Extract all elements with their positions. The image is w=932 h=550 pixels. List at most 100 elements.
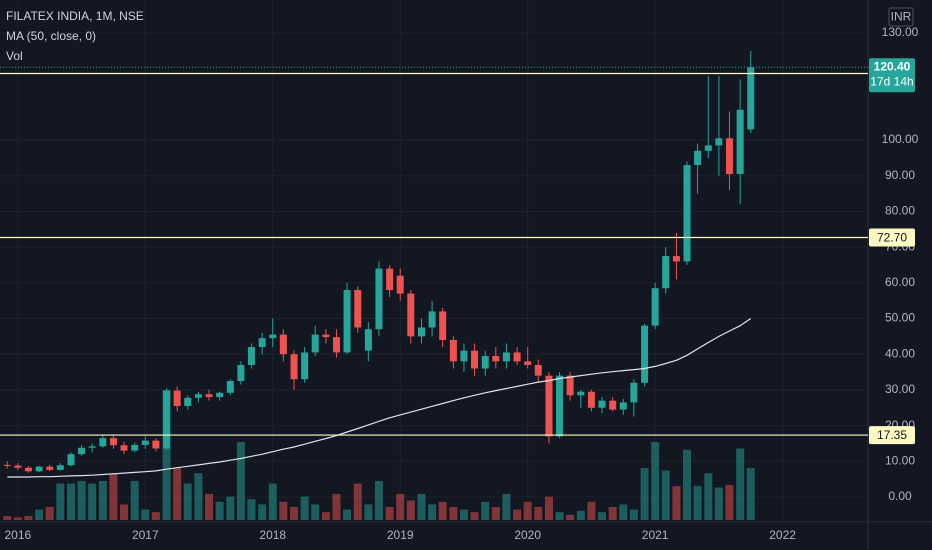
currency: INR bbox=[891, 10, 912, 24]
candle-body bbox=[14, 465, 22, 468]
volume-bar bbox=[566, 514, 575, 520]
volume-bar bbox=[173, 468, 182, 520]
candle-body bbox=[534, 364, 542, 376]
candle-body bbox=[120, 445, 128, 451]
candle-body bbox=[99, 438, 107, 447]
candle-body bbox=[587, 391, 595, 408]
candle-body bbox=[736, 109, 744, 174]
candle-body bbox=[322, 334, 330, 338]
candle-body bbox=[641, 325, 649, 383]
candle-body bbox=[216, 392, 224, 398]
candle-body bbox=[35, 466, 43, 472]
level-label: 17.35 bbox=[877, 428, 907, 442]
candle-body bbox=[418, 327, 426, 337]
volume-bar bbox=[35, 509, 44, 520]
volume-bar bbox=[725, 484, 734, 520]
chart-title: FILATEX INDIA, 1M, NSE bbox=[6, 9, 144, 23]
candle-body bbox=[609, 400, 617, 410]
volume-bar bbox=[714, 487, 723, 520]
indicator-label: MA (50, close, 0) bbox=[6, 29, 96, 43]
volume-bar bbox=[438, 501, 447, 520]
volume-bar bbox=[406, 500, 415, 520]
candle-body bbox=[651, 288, 659, 326]
candle-body bbox=[56, 465, 64, 470]
candle-body bbox=[24, 467, 32, 472]
volume-bar bbox=[672, 486, 681, 520]
volume-bar bbox=[587, 501, 596, 520]
volume-bar bbox=[523, 501, 532, 520]
x-tick-label: 2017 bbox=[132, 528, 159, 542]
volume-bar bbox=[56, 483, 65, 520]
candle-body bbox=[545, 375, 553, 437]
volume-bar bbox=[141, 509, 150, 520]
candle-body bbox=[78, 447, 86, 455]
volume-bar bbox=[364, 504, 373, 520]
moving-average bbox=[7, 318, 752, 478]
volume-bar bbox=[77, 481, 86, 520]
y-tick-label: 50.00 bbox=[885, 311, 915, 325]
candle-body bbox=[3, 464, 11, 466]
volume-bar bbox=[343, 509, 352, 520]
candle-body bbox=[386, 268, 394, 290]
volume-bar bbox=[321, 512, 330, 520]
x-tick-label: 2021 bbox=[642, 528, 669, 542]
y-tick-label: 90.00 bbox=[885, 168, 915, 182]
volume-bar bbox=[258, 504, 267, 520]
candle-body bbox=[502, 352, 510, 362]
candle-body bbox=[715, 138, 723, 146]
candle-body bbox=[131, 444, 139, 451]
volume-bar bbox=[13, 517, 22, 520]
volume-bar bbox=[704, 473, 713, 520]
volume-bar bbox=[470, 512, 479, 520]
candle-body bbox=[109, 438, 117, 446]
volume-bar bbox=[162, 390, 171, 520]
candle-body bbox=[375, 268, 383, 330]
candle-body bbox=[577, 391, 585, 396]
currency-box bbox=[888, 7, 914, 27]
volume-bar bbox=[268, 483, 277, 520]
volume-bar bbox=[332, 494, 341, 520]
candle-body bbox=[237, 364, 245, 381]
candle-body bbox=[46, 466, 54, 470]
candle-body bbox=[481, 356, 489, 369]
candle-body bbox=[354, 289, 362, 328]
y-tick-label: 10.00 bbox=[885, 453, 915, 467]
last-price-label: 120.40 bbox=[874, 59, 911, 73]
y-tick-label: 130.00 bbox=[882, 25, 919, 39]
level-label-box bbox=[869, 426, 915, 445]
volume-bar bbox=[130, 481, 139, 520]
candle-body bbox=[704, 145, 712, 151]
volume-bar bbox=[98, 481, 107, 520]
volume-bar bbox=[353, 483, 362, 520]
volume-bar bbox=[45, 507, 54, 520]
candle-body bbox=[301, 352, 309, 380]
candle-body bbox=[460, 350, 468, 362]
volume-bar bbox=[693, 486, 702, 520]
volume-bar bbox=[428, 504, 437, 520]
volume-bar bbox=[290, 507, 299, 520]
volume-bar bbox=[576, 510, 585, 520]
x-tick-label: 2022 bbox=[769, 528, 796, 542]
volume-bar bbox=[449, 507, 458, 520]
volume-bar bbox=[205, 494, 214, 520]
volume-bar bbox=[640, 468, 649, 520]
candle-body bbox=[332, 337, 340, 353]
candle-body bbox=[184, 397, 192, 406]
volume-bar bbox=[3, 516, 12, 520]
x-tick-label: 2019 bbox=[387, 528, 414, 542]
y-tick-label: 80.00 bbox=[885, 204, 915, 218]
volume-bar bbox=[651, 442, 660, 520]
volume-bar bbox=[120, 504, 129, 520]
volume-bar bbox=[597, 512, 606, 520]
volume-bar bbox=[736, 448, 745, 520]
candle-body bbox=[173, 390, 181, 406]
candle-body bbox=[747, 67, 755, 130]
volume-bar bbox=[279, 501, 288, 520]
candle-body bbox=[279, 334, 287, 355]
candle-body bbox=[194, 394, 202, 398]
candle-body bbox=[258, 338, 266, 348]
candle-body bbox=[163, 390, 171, 449]
candle-body bbox=[513, 352, 521, 362]
candle-body bbox=[662, 256, 670, 289]
